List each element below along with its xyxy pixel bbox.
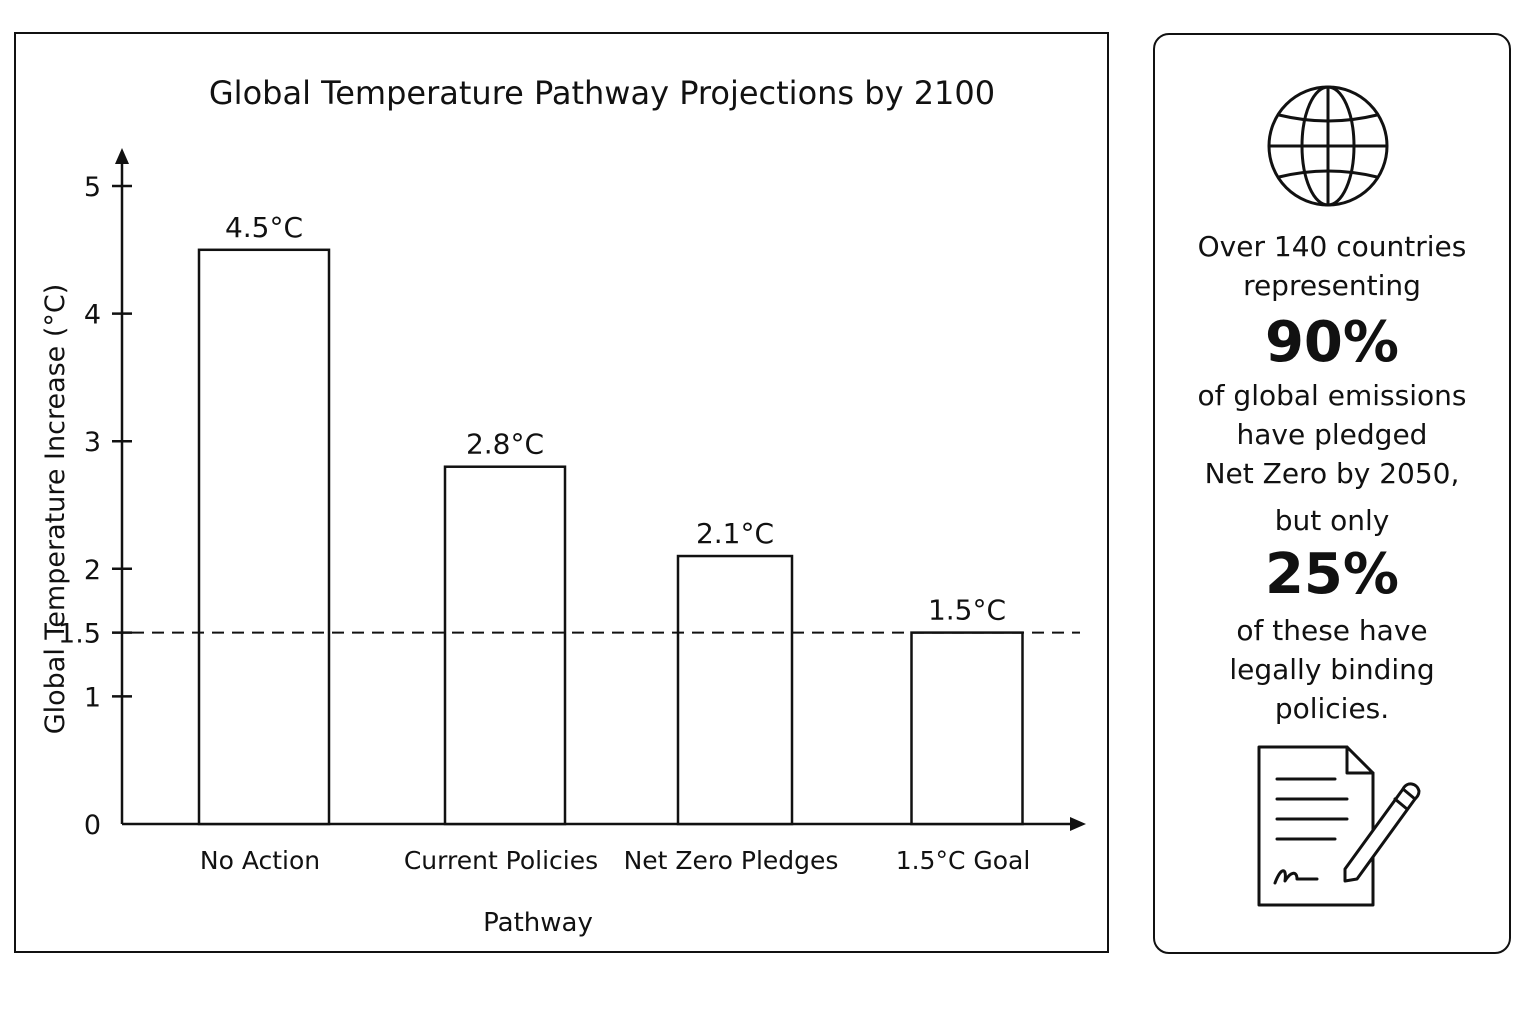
y-tick-label: 1 [84, 682, 101, 713]
category-labels: No Action Current Policies Net Zero Pledge… [200, 846, 1030, 875]
info-card: Over 140 countries representing 90% of g… [1153, 33, 1511, 954]
stat-90-percent: 90% [1264, 310, 1400, 375]
signed-document-icon [1257, 745, 1421, 907]
x-axis-arrow [1070, 817, 1086, 831]
bar-chart: Global Temperature Pathway Projections b… [40, 74, 1086, 938]
y-tick-label: 2 [84, 555, 101, 586]
bar [910, 631, 1024, 826]
info-text-line-9: policies. [1274, 692, 1390, 725]
chart-panel: Global Temperature Pathway Projections b… [14, 32, 1109, 953]
y-tick-label: 0 [84, 810, 101, 841]
chart-title: Global Temperature Pathway Projections b… [209, 74, 995, 112]
bar-value-label: 4.5°C [225, 211, 303, 244]
info-text-line-8: legally binding [1229, 653, 1435, 686]
category-label: Current Policies [404, 846, 598, 875]
value-labels: 4.5°C 2.8°C 2.1°C 1.5°C [225, 211, 1006, 627]
info-text-line-7: of these have [1236, 614, 1428, 647]
bar-value-label: 2.1°C [696, 517, 774, 550]
y-tick-label: 4 [84, 300, 101, 331]
category-label: 1.5°C Goal [896, 846, 1031, 875]
y-tick-label: 5 [84, 172, 101, 203]
info-text-line-5: Net Zero by 2050, [1204, 457, 1460, 490]
y-axis-label: Global Temperature Increase (°C) [40, 284, 71, 735]
info-text-line-4: have pledged [1236, 418, 1428, 451]
info-text-line-2: representing [1243, 269, 1421, 302]
category-label: No Action [200, 846, 320, 875]
bar [197, 248, 331, 826]
info-text-line-1: Over 140 countries [1197, 230, 1467, 263]
y-ticks: 0 1 1.5 2 3 4 5 [58, 172, 132, 841]
stat-25-percent: 25% [1264, 542, 1400, 607]
globe-icon [1267, 85, 1389, 207]
bar-value-label: 1.5°C [928, 594, 1006, 627]
info-text-line-3: of global emissions [1197, 379, 1467, 412]
info-text-line-6: but only [1274, 504, 1390, 537]
y-tick-label: 1.5 [58, 619, 101, 650]
bar [676, 554, 794, 826]
bar [443, 465, 567, 826]
x-axis-label: Pathway [483, 908, 593, 938]
category-label: Net Zero Pledges [624, 846, 839, 875]
y-axis-arrow [115, 148, 129, 164]
bar-value-label: 2.8°C [466, 428, 544, 461]
bars [197, 248, 1024, 826]
y-tick-label: 3 [84, 427, 101, 458]
